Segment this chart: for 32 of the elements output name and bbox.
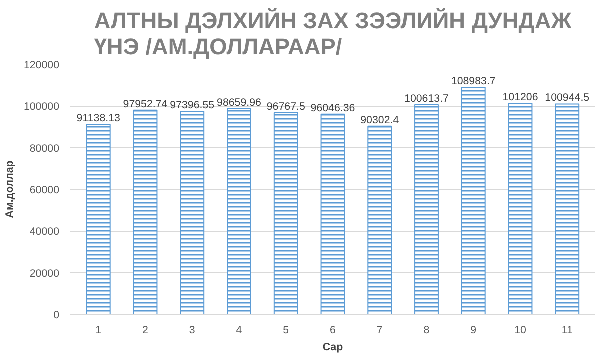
data-label: 91138.13 — [76, 112, 121, 125]
x-tick-label: 5 — [283, 324, 290, 336]
data-label: 101206 — [502, 92, 538, 104]
data-label: 100944.5 — [545, 92, 590, 104]
x-tick-label: 11 — [562, 324, 573, 336]
y-tick-label: 120000 — [24, 60, 60, 72]
y-tick-label: 0 — [54, 310, 60, 322]
y-tick-label: 60000 — [30, 184, 60, 196]
x-tick-label: 3 — [189, 324, 196, 336]
y-tick-label: 20000 — [30, 268, 60, 280]
chart-title: АЛТНЫ ДЭЛХИЙН ЗАХ ЗЭЭЛИЙН ДУНДАЖ ҮНЭ /АМ.ДОЛЛАРААР/ — [94, 8, 572, 60]
x-tick-label: 7 — [376, 324, 383, 336]
y-axis-title: Ам.доллар — [4, 160, 16, 218]
data-label: 97952.74 — [123, 98, 168, 110]
x-tick-label: 9 — [470, 324, 477, 336]
x-tick-label: 2 — [142, 324, 149, 336]
x-tick-label: 1 — [96, 324, 102, 336]
data-label: 98659.96 — [217, 96, 262, 109]
x-tick-label: 10 — [514, 324, 526, 336]
y-tick-label: 40000 — [30, 226, 60, 238]
y-tick-label: 100000 — [24, 101, 60, 114]
x-tick-label: 8 — [424, 324, 430, 336]
data-label: 90302.4 — [360, 114, 400, 126]
x-tick-label: 6 — [330, 324, 336, 336]
x-axis-title: Сар — [322, 342, 344, 354]
data-label: 96767.5 — [266, 100, 306, 113]
y-tick-label: 80000 — [30, 142, 60, 155]
data-label: 108983.7 — [451, 75, 496, 88]
data-label: 97396.55 — [170, 100, 215, 112]
data-label: 96046.36 — [310, 102, 356, 114]
x-tick-label: 4 — [236, 324, 242, 336]
data-label: 100613.7 — [404, 92, 450, 105]
